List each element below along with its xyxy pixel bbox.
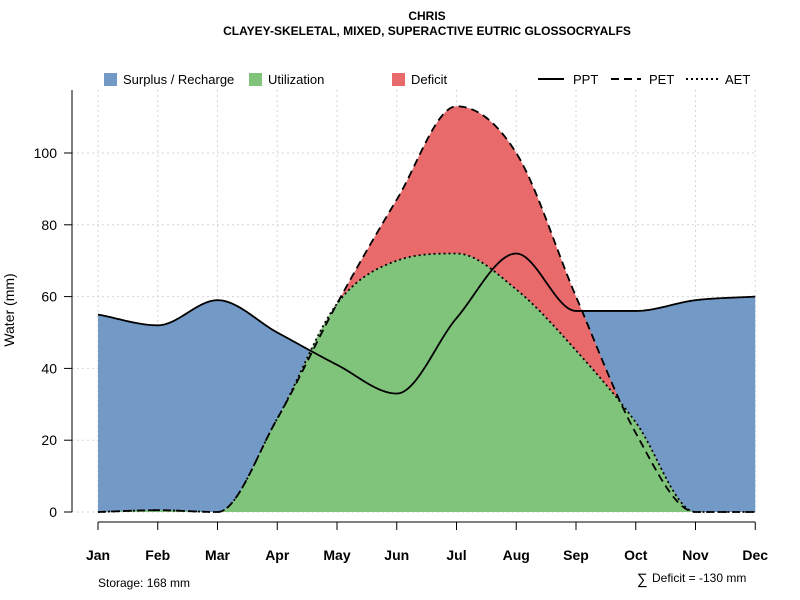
y-tick-label-20: 20: [41, 432, 57, 448]
x-tick-label-nov: Nov: [682, 547, 709, 563]
x-tick-label-jun: Jun: [384, 547, 409, 563]
ppt-line: [97, 252, 756, 395]
legend-label-aet: AET: [725, 72, 750, 87]
x-tick-label-dec: Dec: [742, 547, 768, 563]
x-tick-label-may: May: [323, 547, 350, 563]
x-ticks: Jan Feb Mar Apr May Jun Jul Aug Sep Oct Nov Dec: [86, 521, 768, 563]
y-tick-label-80: 80: [41, 217, 57, 233]
sum-symbol: ∑: [637, 571, 648, 588]
legend-swatch-utilization: [249, 73, 262, 86]
legend-label-deficit: Deficit: [411, 72, 448, 87]
y-tick-label-100: 100: [34, 145, 58, 161]
legend-swatch-surplus: [104, 73, 117, 86]
x-tick-label-aug: Aug: [503, 547, 530, 563]
x-tick-label-sep: Sep: [563, 547, 589, 563]
legend-label-surplus: Surplus / Recharge: [123, 72, 234, 87]
legend-label-utilization: Utilization: [268, 72, 324, 87]
x-tick-label-jan: Jan: [86, 547, 110, 563]
y-tick-label-0: 0: [49, 504, 57, 520]
legend-label-pet: PET: [649, 72, 674, 87]
x-tick-label-apr: Apr: [265, 547, 290, 563]
y-tick-label-60: 60: [41, 289, 57, 305]
y-axis-label: Water (mm): [1, 273, 17, 346]
legend-swatch-deficit: [392, 73, 405, 86]
aet-line: [97, 252, 756, 513]
legend: Surplus / Recharge Utilization Deficit P…: [104, 72, 750, 87]
utilization-area: [98, 253, 756, 512]
x-tick-label-jul: Jul: [446, 547, 466, 563]
deficit-annotation: Deficit = -130 mm: [652, 571, 746, 585]
x-tick-label-mar: Mar: [205, 547, 230, 563]
pet-line: [97, 105, 756, 513]
series-lines: [97, 105, 756, 513]
y-tick-label-40: 40: [41, 360, 57, 376]
x-tick-label-feb: Feb: [145, 547, 170, 563]
legend-label-ppt: PPT: [573, 72, 598, 87]
chart-subtitle: CLAYEY-SKELETAL, MIXED, SUPERACTIVE EUTR…: [223, 24, 631, 38]
deficit-area: [98, 106, 756, 512]
chart-title: CHRIS: [408, 9, 445, 23]
storage-annotation: Storage: 168 mm: [98, 576, 190, 590]
x-tick-label-oct: Oct: [624, 547, 648, 563]
y-ticks: 0 20 40 60 80 100: [34, 145, 72, 520]
